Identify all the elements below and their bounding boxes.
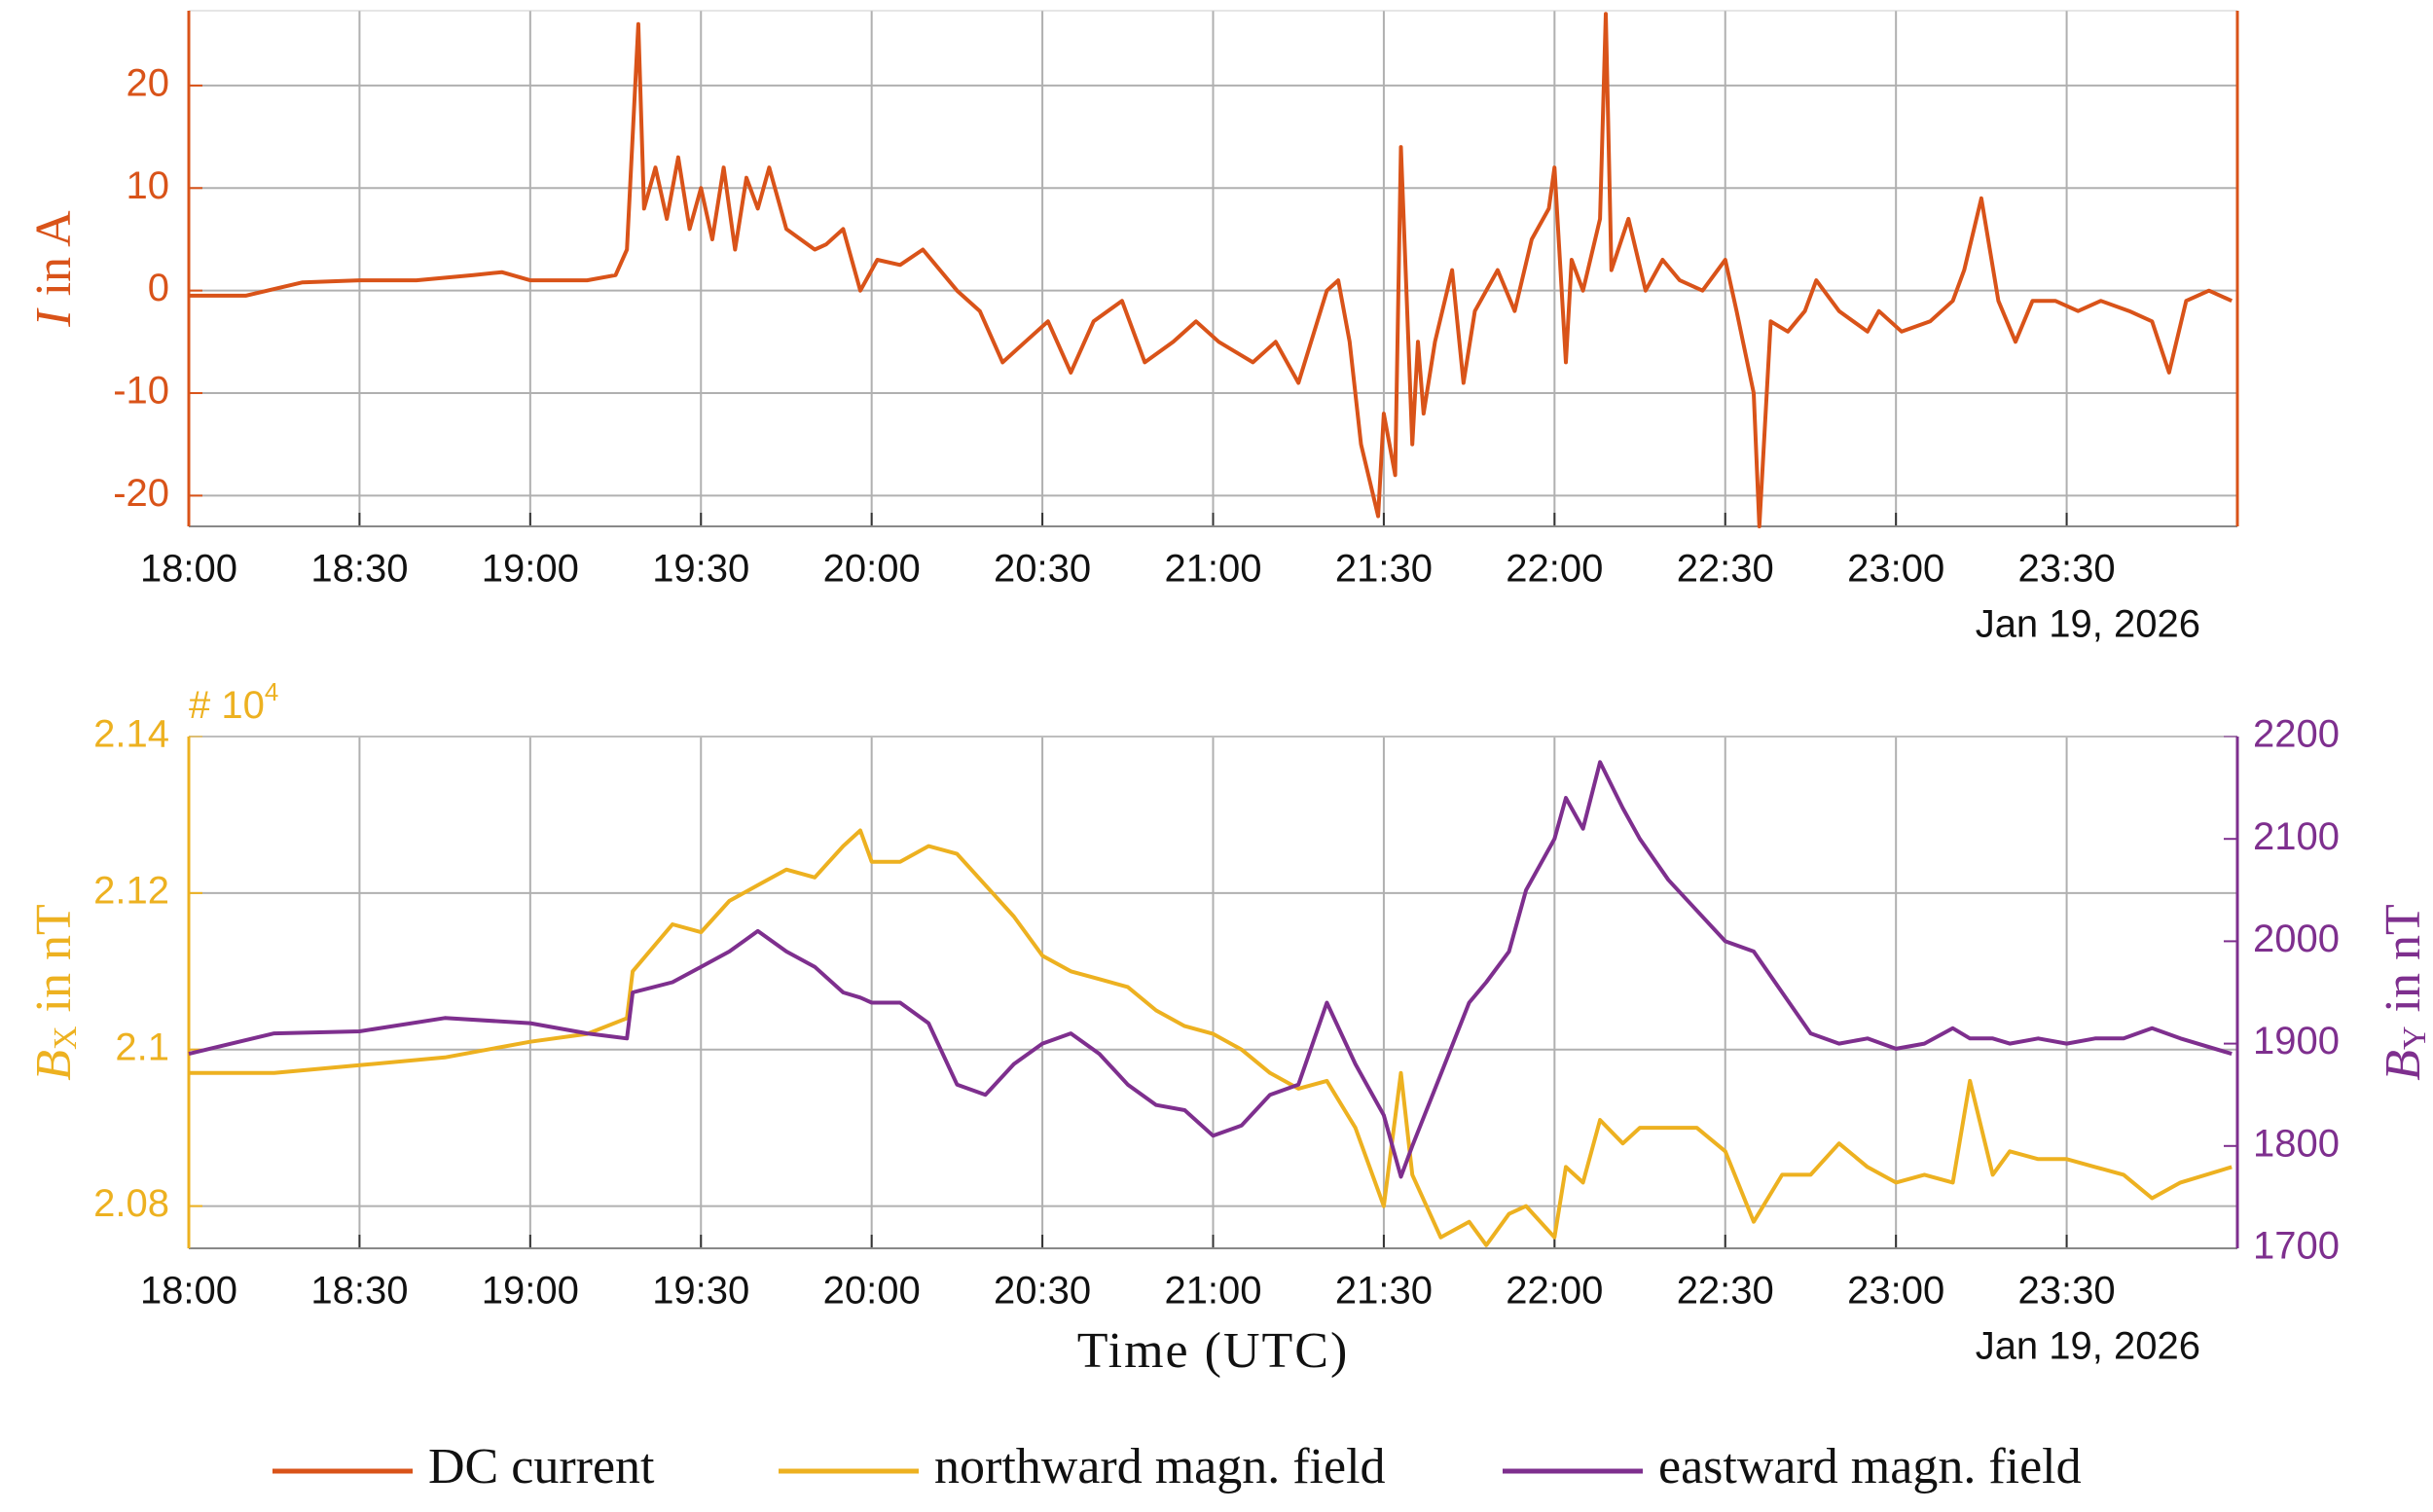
- x-tick-label: 18:00: [140, 1270, 237, 1313]
- label-unit: in nT: [26, 904, 82, 1012]
- x-tick-label: 23:00: [1847, 1270, 1944, 1313]
- legend-label: northward magn. field: [934, 1439, 1386, 1494]
- x-tick-label: 18:00: [140, 548, 237, 591]
- y-tick-label: 10: [127, 164, 170, 207]
- y2-tick-label: 1900: [2253, 1020, 2340, 1062]
- exponent-base: # 10: [189, 684, 265, 727]
- axis-label: Iin A: [26, 210, 82, 328]
- x-tick-label: 22:00: [1506, 1270, 1603, 1313]
- y-tick-label: 2.1: [115, 1026, 169, 1068]
- y2-tick-label: 2200: [2253, 713, 2340, 756]
- axis-label: BYin nT: [2376, 904, 2433, 1081]
- y2-tick-label: 1800: [2253, 1122, 2340, 1165]
- legend-label: DC current: [428, 1439, 655, 1494]
- series-line: [189, 12, 2233, 528]
- y-tick-label: 2.12: [93, 869, 169, 912]
- x-tick-label: 20:00: [823, 548, 921, 591]
- y-tick-label: 2.08: [93, 1182, 169, 1225]
- y-tick-label: 2.14: [93, 713, 169, 756]
- x-tick-label: 19:30: [652, 1270, 749, 1313]
- x-axis-label: Time (UTC): [1077, 1323, 1350, 1379]
- legend-label: eastward magn. field: [1658, 1439, 2082, 1494]
- label-unit: in nT: [2376, 904, 2431, 1012]
- series-line: [189, 828, 2233, 1247]
- label-subscript: Y: [2397, 1026, 2433, 1050]
- y2-tick-label: 1700: [2253, 1225, 2340, 1268]
- x-tick-label: 20:30: [994, 548, 1091, 591]
- x-tick-label: 23:30: [2018, 548, 2116, 591]
- label-symbol: I: [26, 307, 82, 328]
- axis-label: BXin nT: [26, 904, 84, 1081]
- x-tick-label: 22:00: [1506, 548, 1603, 591]
- x-tick-label: 18:30: [310, 1270, 408, 1313]
- date-label: Jan 19, 2026: [1976, 603, 2200, 646]
- y-tick-label: -10: [113, 370, 169, 413]
- y-tick-label: 0: [148, 267, 169, 309]
- x-tick-label: 21:30: [1335, 1270, 1433, 1313]
- x-tick-label: 19:00: [482, 1270, 579, 1313]
- exponent-label: # 104: [189, 677, 278, 727]
- x-tick-label: 21:30: [1335, 548, 1433, 591]
- x-tick-label: 23:00: [1847, 548, 1944, 591]
- label-symbol: B: [2376, 1050, 2431, 1081]
- label-subscript: X: [48, 1026, 84, 1050]
- series-line: [188, 760, 2233, 1179]
- x-tick-label: 21:00: [1164, 1270, 1261, 1313]
- x-tick-label: 21:00: [1164, 548, 1261, 591]
- label-unit: in A: [26, 210, 82, 297]
- x-tick-label: 19:30: [652, 548, 749, 591]
- label-symbol: B: [26, 1050, 82, 1081]
- x-tick-label: 18:30: [310, 548, 408, 591]
- x-tick-label: 20:00: [823, 1270, 921, 1313]
- date-label: Jan 19, 2026: [1976, 1325, 2200, 1368]
- x-tick-label: 20:30: [994, 1270, 1091, 1313]
- y-tick-label: -20: [113, 472, 169, 515]
- x-tick-label: 22:30: [1677, 1270, 1774, 1313]
- y-tick-label: 20: [127, 61, 170, 104]
- y2-tick-label: 2100: [2253, 815, 2340, 858]
- exponent-power: 4: [265, 677, 278, 706]
- x-tick-label: 23:30: [2018, 1270, 2116, 1313]
- y2-tick-label: 2000: [2253, 918, 2340, 960]
- x-tick-label: 19:00: [482, 548, 579, 591]
- x-tick-label: 22:30: [1677, 548, 1774, 591]
